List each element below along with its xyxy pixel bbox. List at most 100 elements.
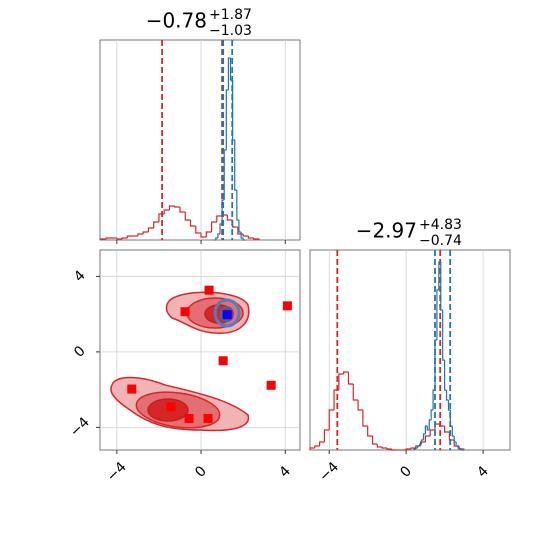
title-superscript: +1.87 [209,7,252,23]
histogram-step [234,140,237,191]
histogram-step [451,426,455,437]
histogram-step [352,384,359,401]
title-subscript: −1.03 [209,23,252,39]
histogram-step [242,238,246,241]
histogram-step [457,446,460,449]
histogram-step [453,436,457,443]
scatter-point [180,307,190,317]
histogram-step [420,439,424,444]
histogram-step [426,426,430,431]
histogram-step [247,236,254,239]
histogram-step [142,231,149,234]
scatter-point [282,301,292,311]
axes-frame [309,249,511,451]
histogram-step [386,448,392,450]
axes-frame [99,39,301,241]
histogram-step [430,409,434,420]
scatter-point [166,402,176,412]
histogram-step [419,441,426,446]
title: −0.78 [146,9,207,33]
contour-blue [220,306,234,322]
histogram-step [347,372,354,385]
histogram-step [309,447,315,450]
histogram-step [362,410,368,427]
histogram-step [445,390,449,401]
histogram-step [444,426,450,433]
histogram-step [179,207,186,213]
histogram-step [455,442,459,447]
histogram-step [314,445,320,448]
histogram-step [447,400,451,411]
histogram-step [459,448,462,450]
histogram-step [163,209,170,214]
histogram-step [428,419,432,430]
histogram-step [216,215,223,222]
histogram-step [153,221,159,228]
histogram-step [436,289,439,340]
histogram-step [217,233,220,238]
histogram-step [236,190,239,221]
histogram-step [137,233,144,236]
histogram-step [189,220,196,227]
histogram-step [168,205,175,210]
histogram-step [147,227,154,232]
histogram-step [442,310,445,361]
histogram-step [444,360,447,391]
histogram-step [126,235,133,238]
histogram-step [240,232,244,239]
histogram-step [415,447,418,449]
title-subscript: −0.74 [419,233,462,249]
histogram-step [121,237,128,239]
histogram-step [367,426,373,437]
histogram-step [184,212,191,221]
histogram-step [174,206,180,208]
histogram-step [440,262,443,311]
contour-blue [213,298,241,328]
histogram-step [323,429,330,442]
scatter-point [127,384,137,394]
histogram-step [424,425,428,434]
histogram-step [223,149,227,200]
scatter-point [203,413,213,423]
histogram-step [225,89,229,150]
histogram-step [357,400,363,411]
histogram-step [205,231,212,237]
scatter-point [204,285,214,295]
histogram-step [221,199,225,224]
histogram-step [319,441,325,446]
histogram-step [376,444,383,448]
histogram-step [338,373,344,390]
histogram-step [422,433,426,440]
histogram-step [219,223,223,234]
scatter-point [184,413,194,423]
histogram-step [429,429,435,436]
histogram-step [328,409,335,430]
title: −2.97 [356,219,417,243]
histogram-step [210,221,217,232]
histogram-step [227,57,231,90]
histogram-step [215,237,218,240]
scatter-point [218,356,228,366]
histogram-step [116,238,123,240]
histogram-step [381,447,387,449]
histogram-step [371,436,378,445]
title-superscript: +4.83 [419,217,462,233]
histogram-step [391,449,397,451]
histogram-step [100,238,107,240]
histogram-step [242,234,249,237]
histogram-step [438,261,441,290]
histogram-step [413,448,416,450]
histogram-step [461,449,464,451]
axes-frame [99,249,301,451]
histogram-step [419,443,422,446]
histogram-step [200,233,207,238]
scatter-point [222,310,232,320]
histogram-step [417,445,420,448]
histogram-step [226,215,233,221]
histogram-step [105,237,112,239]
histogram-step [195,226,202,234]
histogram-step [238,220,242,233]
histogram-step [253,238,260,240]
